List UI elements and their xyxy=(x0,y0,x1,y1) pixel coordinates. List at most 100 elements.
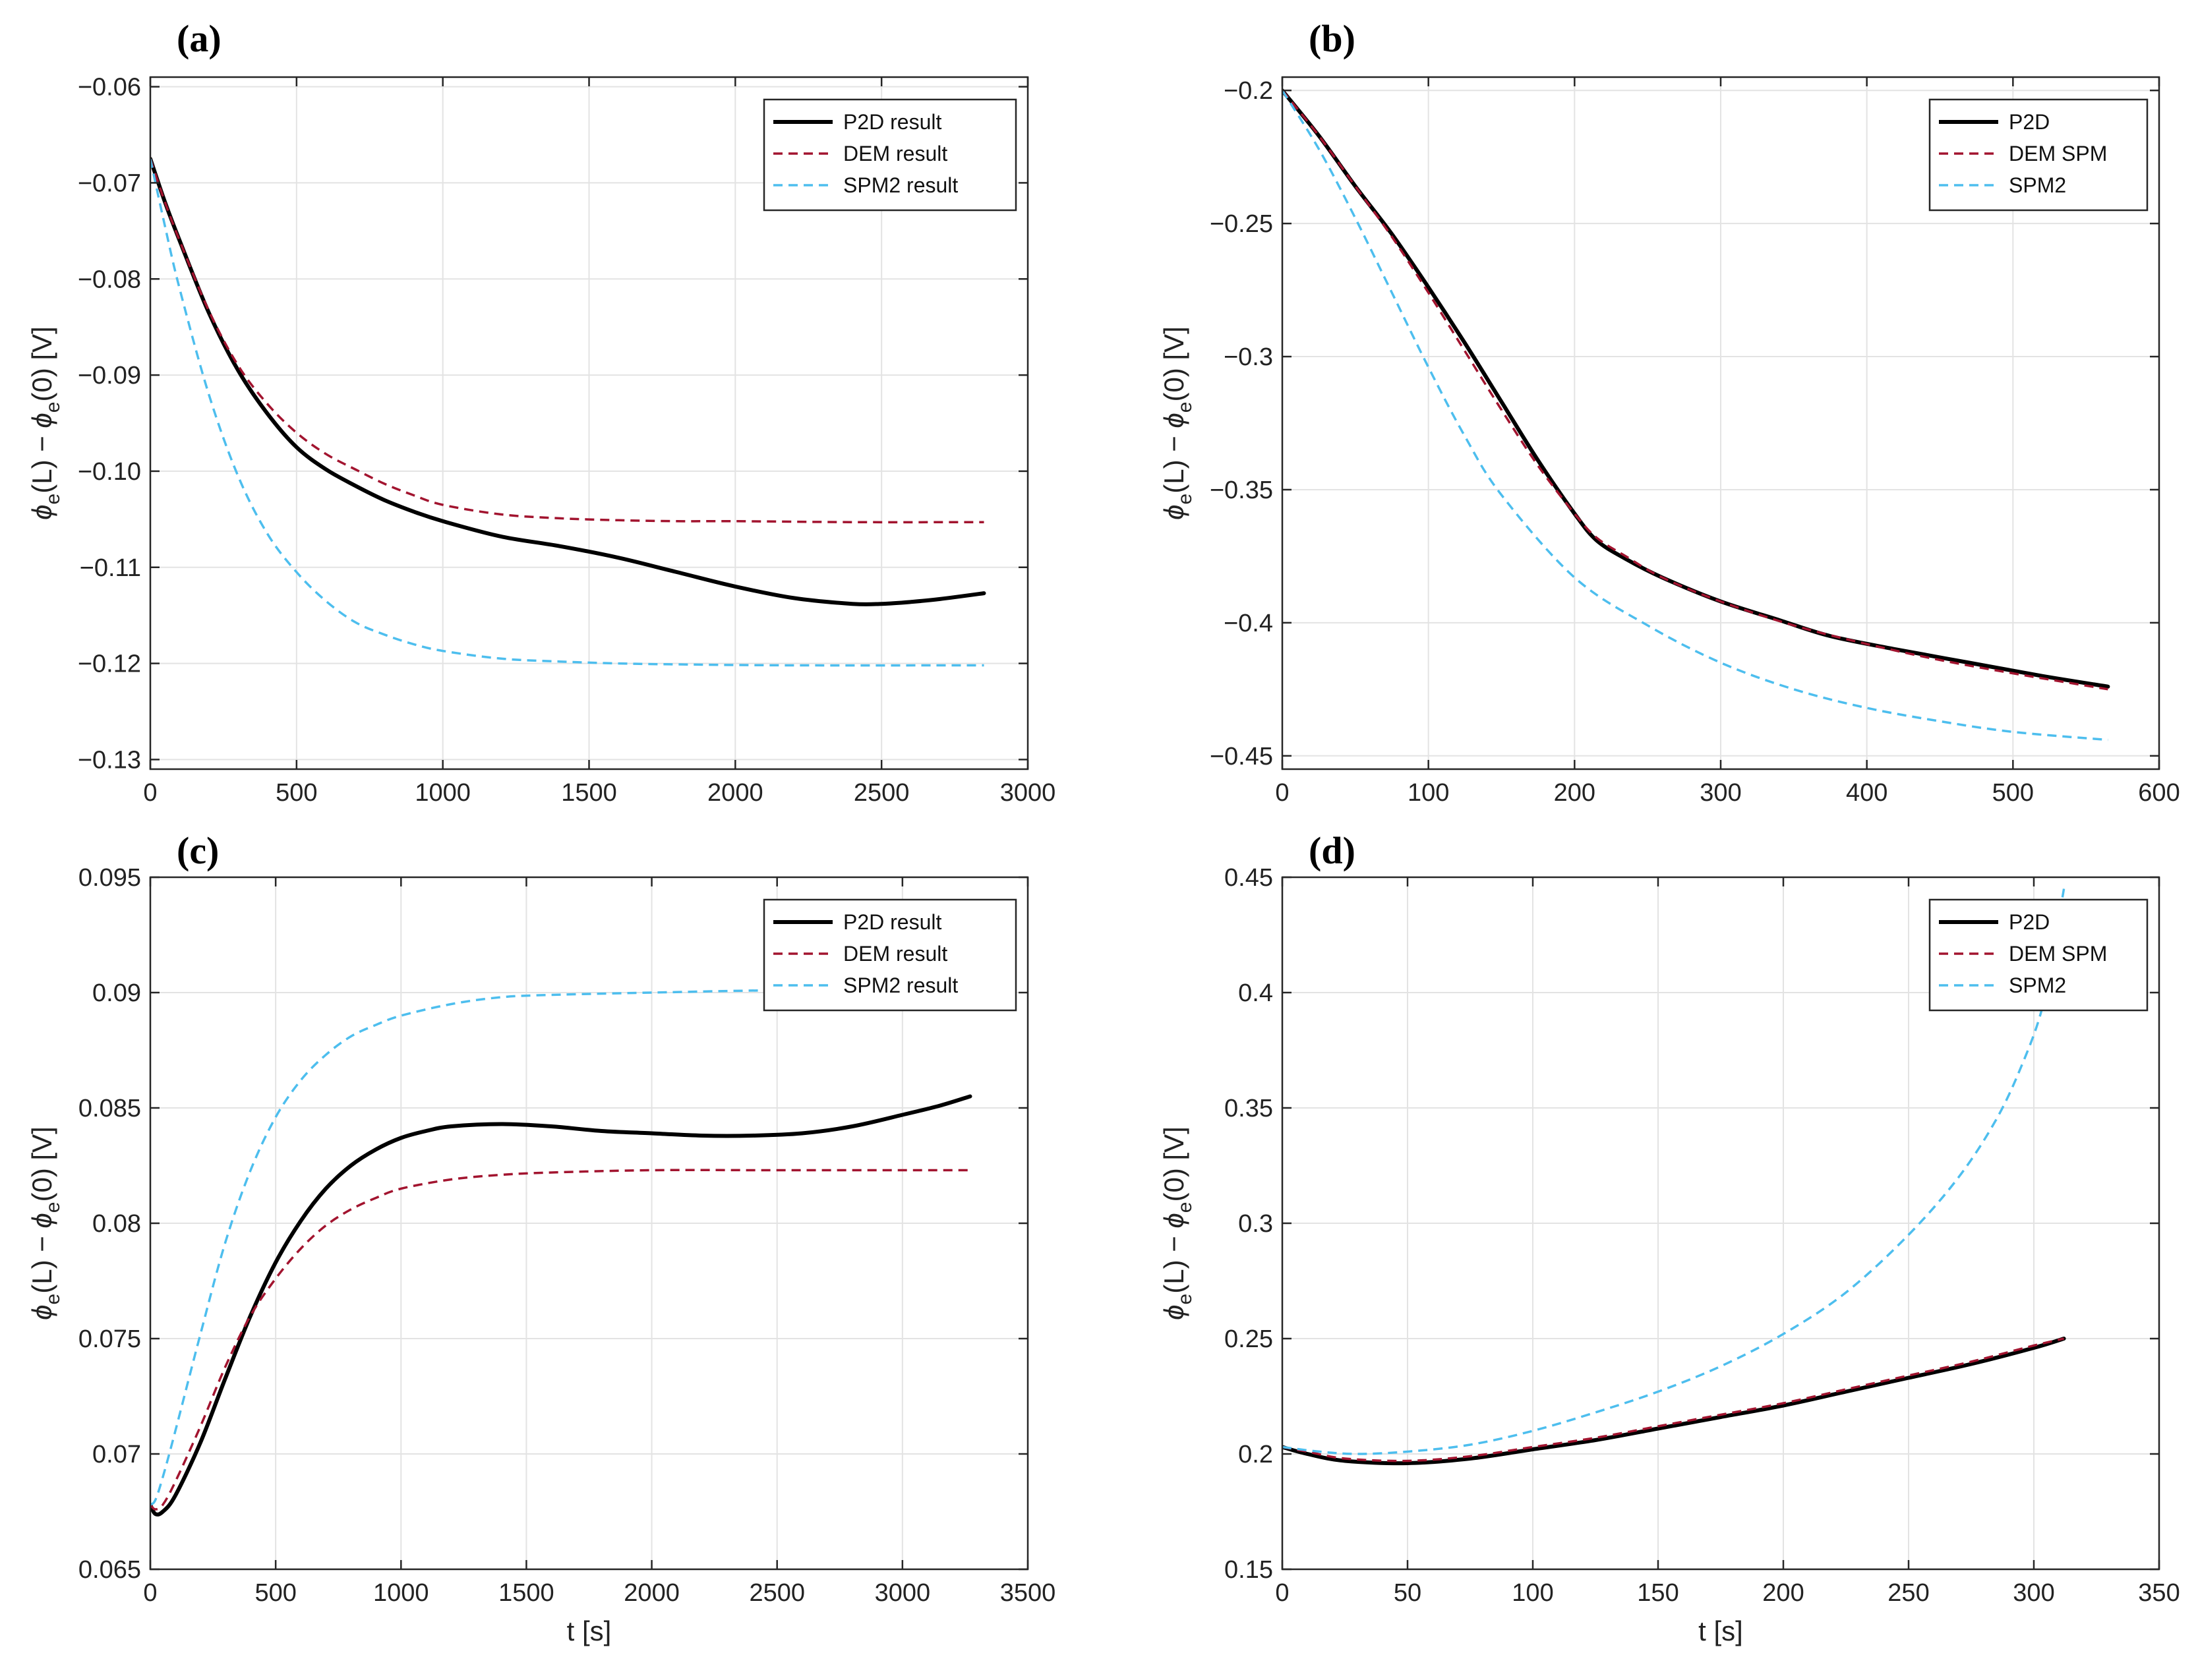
y-axis-label-part: e xyxy=(1174,494,1196,505)
x-tick-label: 600 xyxy=(2138,779,2180,807)
legend-label: SPM2 result xyxy=(843,973,958,997)
chart-panel-a: 0 500 1000 1500 2000 2500 3000 −0.06 −0.07 −0.08 −… xyxy=(26,17,1055,807)
y-tick-label: −0.45 xyxy=(1210,743,1273,770)
y-tick-label: −0.4 xyxy=(1224,610,1273,637)
y-tick-label: −0.10 xyxy=(78,458,141,486)
series-group xyxy=(1282,88,2110,741)
series-line-dem-result xyxy=(150,158,984,524)
series-group xyxy=(1282,888,2066,1466)
y-axis-label-part: e xyxy=(1174,1294,1196,1305)
y-axis-label-part: ϕ xyxy=(26,504,57,519)
y-axis-label-part: e xyxy=(42,1202,64,1213)
panel-letter: (c) xyxy=(177,829,219,872)
panel-letter: (b) xyxy=(1309,17,1355,60)
series-line-spm2-result xyxy=(150,989,903,1506)
panel-letter: (a) xyxy=(177,17,222,60)
y-tick-label: 0.35 xyxy=(1224,1095,1273,1122)
series-line-spm2-result xyxy=(150,158,984,667)
x-tick-label: 350 xyxy=(2138,1579,2180,1607)
series-group xyxy=(150,157,986,667)
y-tick-label: 0.075 xyxy=(78,1325,141,1353)
y-tick-label: 0.095 xyxy=(78,864,141,892)
legend-label: SPM2 xyxy=(2009,173,2066,197)
legend: P2D DEM SPM SPM2 xyxy=(1928,98,2149,212)
y-tick-label: 0.08 xyxy=(92,1210,141,1238)
x-tick-label: 2000 xyxy=(707,779,763,807)
x-tick-label: 0 xyxy=(1275,1579,1289,1607)
y-axis-label-part: (L) − xyxy=(1158,428,1189,494)
x-tick-label: 100 xyxy=(1408,779,1449,807)
y-axis-label-part: e xyxy=(42,402,64,413)
x-tick-label: 1000 xyxy=(373,1579,429,1607)
y-tick-label: 0.25 xyxy=(1224,1325,1273,1353)
x-tick-label: 0 xyxy=(1275,779,1289,807)
y-axis-label-part: ϕ xyxy=(26,413,57,428)
y-tick-label: −0.35 xyxy=(1210,477,1273,504)
x-tick-label: 1500 xyxy=(498,1579,554,1607)
legend-label: P2D result xyxy=(843,910,942,934)
y-tick-label: 0.2 xyxy=(1238,1441,1273,1468)
x-tick-label: 200 xyxy=(1762,1579,1804,1607)
y-axis-label: ϕe(L) − ϕe(0) [V] xyxy=(26,1126,64,1320)
series-line-p2d xyxy=(1282,1337,2066,1466)
chart-panel-b: 0 100 200 300 400 500 600 −0.2 −0.25 −0.3 −0.35 −0.… xyxy=(1158,17,2180,807)
legend: P2D result DEM result SPM2 result xyxy=(763,898,1017,1012)
y-tick-label: −0.12 xyxy=(78,651,141,678)
y-axis-label-part: e xyxy=(1174,402,1196,413)
series-line-p2d xyxy=(1282,88,2110,689)
legend-label: DEM SPM xyxy=(2009,142,2107,165)
legend-label: DEM result xyxy=(843,942,947,966)
y-axis-label: ϕe(L) − ϕe(0) [V] xyxy=(1158,1126,1196,1320)
chart-panel-d: 0 50 100 150 200 250 300 350 0.45 0.4 0.35 0.3 0.25 0… xyxy=(1158,829,2180,1646)
y-axis-label: ϕe(L) − ϕe(0) [V] xyxy=(1158,326,1196,520)
x-tick-label: 3000 xyxy=(875,1579,931,1607)
x-tick-label: 150 xyxy=(1637,1579,1678,1607)
series-line-dem-spm xyxy=(1282,90,2108,691)
y-axis-label-part: e xyxy=(42,1294,64,1305)
x-tick-label: 500 xyxy=(254,1579,296,1607)
x-tick-label: 1000 xyxy=(415,779,471,807)
legend-box xyxy=(1928,98,2149,212)
y-axis-label-part: (L) − xyxy=(26,428,57,494)
y-axis-label-part: (0) [V] xyxy=(1158,326,1189,401)
y-tick-label: 0.3 xyxy=(1238,1210,1273,1238)
chart-panel-c: 0 500 1000 1500 2000 2500 3000 3500 0.095 0.09 0.0… xyxy=(26,829,1055,1646)
legend-label: DEM result xyxy=(843,142,947,165)
x-tick-label: 250 xyxy=(1887,1579,1929,1607)
y-tick-label: −0.07 xyxy=(78,169,141,197)
y-tick-label: −0.08 xyxy=(78,266,141,293)
series-line-dem-spm xyxy=(1282,1337,2065,1463)
x-tick-label: 3000 xyxy=(1000,779,1056,807)
y-axis-label-part: ϕ xyxy=(26,1213,57,1228)
legend-label: SPM2 result xyxy=(843,173,958,197)
series-line-spm2 xyxy=(1282,888,2065,1455)
x-tick-label: 2500 xyxy=(854,779,910,807)
y-tick-label: 0.07 xyxy=(92,1441,141,1468)
legend: P2D result DEM result SPM2 result xyxy=(763,98,1017,212)
y-tick-label: 0.085 xyxy=(78,1095,141,1122)
x-tick-label: 0 xyxy=(143,779,157,807)
y-tick-label: −0.3 xyxy=(1224,343,1273,371)
y-tick-label: −0.11 xyxy=(80,554,141,582)
panel-letter: (d) xyxy=(1309,829,1355,872)
series-line-p2d-result xyxy=(150,157,986,606)
y-axis-label-part: (L) − xyxy=(1158,1229,1189,1294)
y-axis-label-part: ϕ xyxy=(26,1304,57,1319)
x-axis-label: t [s] xyxy=(567,1615,612,1646)
y-axis-label-part: ϕ xyxy=(1158,1304,1189,1319)
legend-box xyxy=(763,98,1017,212)
y-tick-label: 0.4 xyxy=(1238,979,1273,1007)
y-axis-label-part: ϕ xyxy=(1158,413,1189,428)
y-tick-label: −0.13 xyxy=(78,746,141,774)
y-axis-label-part: (L) − xyxy=(26,1229,57,1294)
x-tick-label: 50 xyxy=(1394,1579,1421,1607)
series-line-dem-result xyxy=(150,1169,970,1511)
x-tick-label: 200 xyxy=(1554,779,1595,807)
y-axis-label-part: (0) [V] xyxy=(26,1126,57,1202)
y-axis-label-part: ϕ xyxy=(1158,504,1189,519)
x-tick-label: 1500 xyxy=(561,779,617,807)
y-tick-label: −0.09 xyxy=(78,362,141,390)
y-tick-label: 0.45 xyxy=(1224,864,1273,892)
series-line-p2d-result xyxy=(150,1094,972,1517)
